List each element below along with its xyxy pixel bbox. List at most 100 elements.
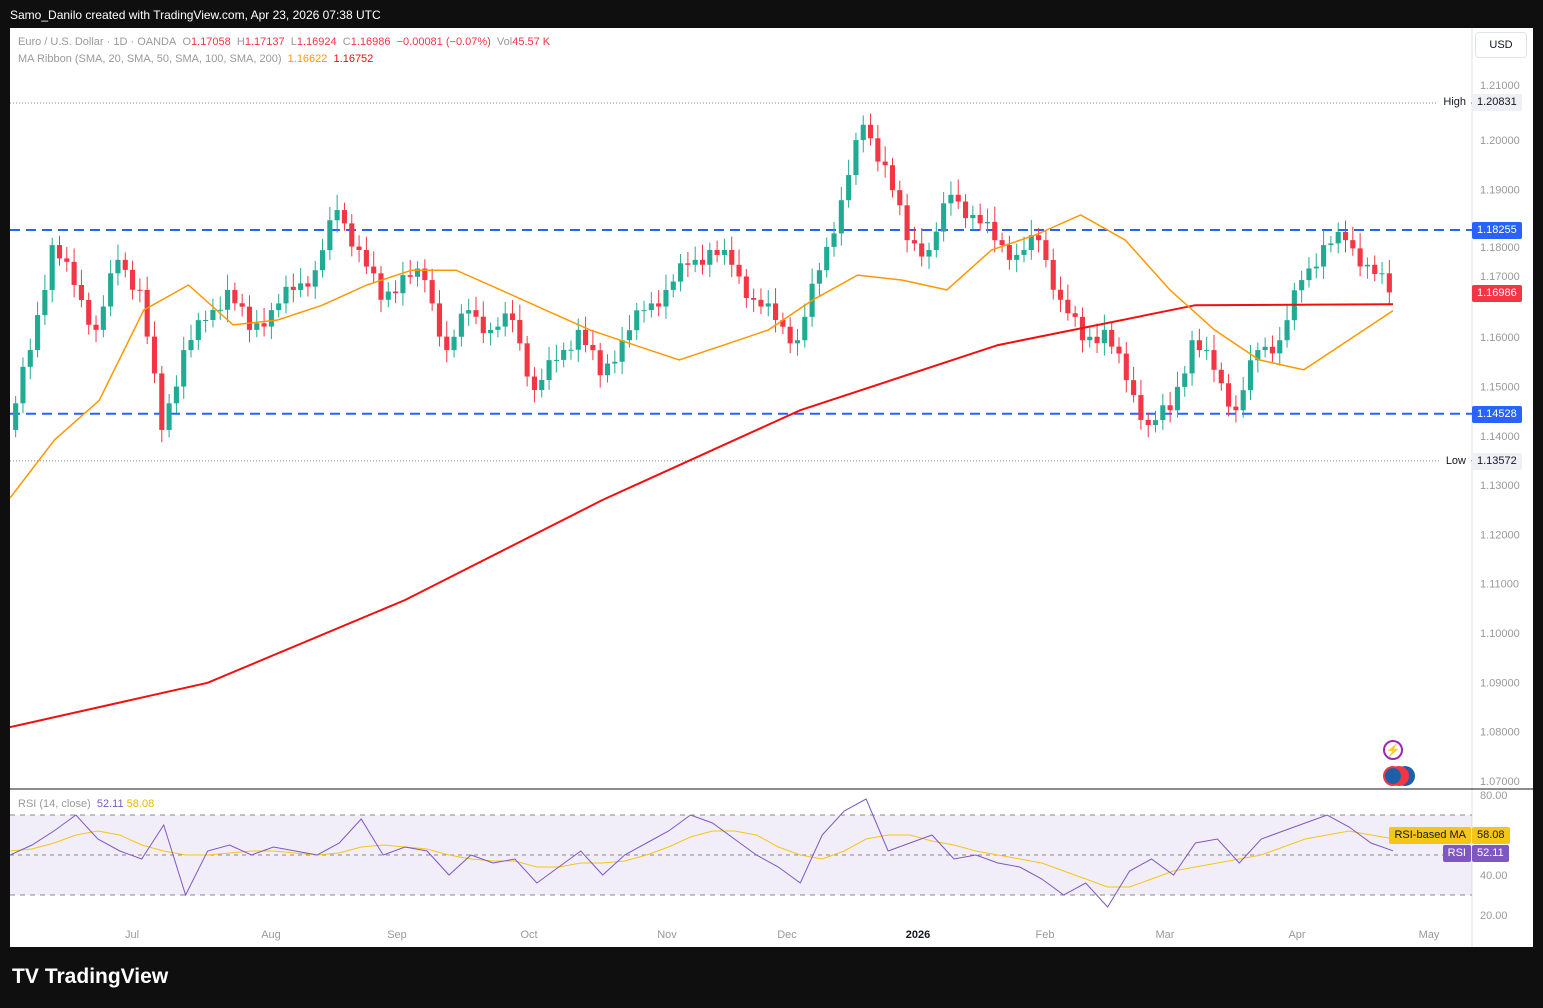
candle-body — [27, 350, 33, 367]
candle-body — [977, 214, 983, 224]
candle-body — [1204, 350, 1210, 352]
candle-body — [955, 194, 961, 202]
candle-body — [1036, 235, 1042, 241]
rsi-ma-legend-value: 58.08 — [126, 798, 155, 810]
rsi-title[interactable]: RSI (14, close) — [18, 798, 91, 810]
close-label: C — [342, 36, 351, 48]
candle-body — [1240, 390, 1246, 411]
candle-body — [1328, 243, 1334, 246]
candle-body — [254, 323, 260, 330]
candle-body — [1277, 340, 1283, 354]
candle-body — [1218, 369, 1224, 384]
ma-title[interactable]: MA Ribbon (SMA, 20, SMA, 50, SMA, 100, S… — [18, 53, 282, 65]
candle-body — [1094, 336, 1100, 344]
price-chart[interactable]: 1.21000 1.20000 1.19000 1.18000 1.17000 1.160… — [10, 28, 1533, 947]
price-tick: 1.18000 — [1480, 242, 1520, 254]
candle-body — [670, 281, 676, 290]
candle-body — [181, 350, 187, 387]
close-value: 1.16986 — [350, 36, 391, 48]
rsi-legend: RSI (14, close) 52.11 58.08 — [18, 798, 154, 810]
candle-body — [349, 223, 355, 247]
rsi-legend-value: 52.11 — [96, 798, 124, 810]
sma200-line — [10, 303, 1394, 729]
symbol-legend: Euro / U.S. Dollar · 1D · OANDA O1.17058… — [18, 36, 550, 48]
candle-body — [290, 286, 296, 290]
candle-body — [1233, 406, 1239, 411]
support-price: 1.14528 — [1472, 406, 1522, 423]
candle-body — [648, 303, 654, 311]
eu-flag-icon[interactable] — [1383, 766, 1403, 786]
candle-body — [100, 306, 106, 330]
candle-body — [933, 231, 939, 250]
candle-body — [137, 289, 143, 291]
candle-body — [875, 138, 881, 162]
candle-body — [919, 243, 925, 257]
candle-body — [1386, 273, 1392, 293]
chart-frame[interactable]: 1.21000 1.20000 1.19000 1.18000 1.17000 1.160… — [10, 28, 1533, 947]
candle-body — [188, 340, 194, 351]
ma200-value: 1.16752 — [333, 53, 374, 65]
candle-body — [115, 259, 121, 274]
symbol-title[interactable]: Euro / U.S. Dollar · 1D · OANDA — [18, 36, 177, 48]
candle-body — [363, 249, 369, 267]
candle-body — [1101, 329, 1107, 344]
rsi-tag: RSI — [1442, 845, 1471, 862]
candle-body — [466, 310, 472, 314]
high-label: H — [236, 36, 245, 48]
candle-body — [305, 283, 311, 287]
candle-body — [371, 266, 377, 274]
volume-label: Vol — [496, 36, 513, 48]
time-tick: Nov — [657, 929, 677, 941]
candle-body — [203, 320, 209, 322]
lightning-icon[interactable]: ⚡ — [1383, 740, 1403, 760]
candle-body — [341, 210, 348, 224]
price-tick: 1.14000 — [1480, 431, 1520, 443]
candle-body — [707, 249, 713, 265]
time-tick: May — [1419, 929, 1440, 941]
time-tick: Jul — [125, 929, 139, 941]
logo-icon: TV — [12, 965, 39, 988]
candle-body — [1284, 320, 1290, 341]
candle-body — [298, 283, 304, 290]
candle-body — [1021, 249, 1027, 255]
candle-body — [999, 240, 1005, 246]
price-tick: 1.13000 — [1480, 480, 1520, 492]
price-tick: 1.07000 — [1480, 776, 1520, 788]
candle-body — [941, 203, 947, 232]
time-tick: Apr — [1288, 929, 1305, 941]
candle-body — [480, 316, 486, 334]
high-value: 1.17137 — [244, 36, 285, 48]
candle-body — [1350, 240, 1356, 249]
candle-body — [626, 330, 632, 341]
candle-body — [604, 363, 611, 376]
candle-body — [488, 329, 494, 334]
candle-body — [612, 361, 618, 364]
candle-body — [436, 303, 443, 337]
candle-body — [1072, 313, 1078, 317]
candle-body — [1138, 395, 1144, 420]
price-tick: 1.17000 — [1480, 271, 1520, 283]
candle-body — [422, 268, 428, 281]
candle-body — [276, 303, 282, 311]
price-tick: 1.20000 — [1480, 135, 1520, 147]
candle-body — [312, 270, 318, 287]
candle-body — [56, 245, 63, 259]
candle-body — [1211, 350, 1217, 370]
candle-body — [1087, 336, 1093, 341]
candle-body — [93, 324, 99, 330]
candle-body — [663, 289, 669, 307]
price-tick: 1.10000 — [1480, 628, 1520, 640]
candle-body — [232, 289, 238, 304]
candle-body — [42, 289, 48, 316]
candle-body — [159, 373, 165, 430]
candle-body — [122, 259, 128, 270]
candle-body — [1065, 299, 1071, 314]
rsi-price: 52.11 — [1472, 845, 1509, 862]
candle-body — [699, 259, 706, 265]
currency-button[interactable]: USD — [1475, 32, 1527, 58]
candle-body — [984, 221, 991, 224]
candle-body — [802, 316, 808, 341]
candle-body — [217, 309, 223, 311]
candle-body — [678, 263, 684, 282]
candle-body — [1262, 346, 1268, 351]
